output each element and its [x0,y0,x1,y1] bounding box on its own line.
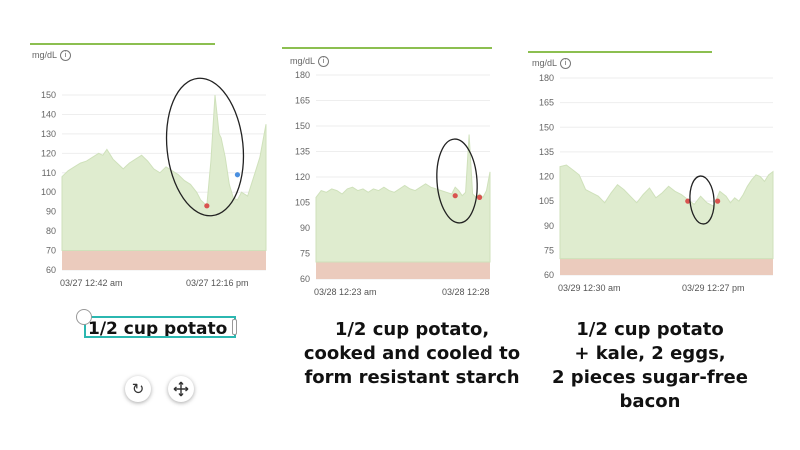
rotate-icon: ↻ [131,381,145,398]
y-tick-label: 165 [295,96,310,106]
info-icon[interactable]: i [318,56,330,68]
y-tick-label: 150 [539,122,554,132]
y-tick-label: 60 [300,274,310,284]
caption-3: 1/2 cup potato + kale, 2 eggs, 2 pieces … [552,319,748,412]
chart-panel-1: 60 70 80 90 100 110 120 130 140 150 03/27 12:42 am… [30,40,270,290]
glucose-chart-1: 60 70 80 90 100 110 120 130 140 150 03/27 12:42 am… [30,43,267,288]
move-button[interactable] [168,376,194,402]
event-marker [685,198,691,204]
x-end-label: 03/28 12:28 [442,287,490,297]
y-tick-label: 80 [46,226,56,236]
hand-drawn-ellipse [165,77,245,217]
x-end-label: 03/27 12:16 pm [186,278,249,288]
event-marker [234,172,241,178]
y-tick-label: 90 [46,207,56,217]
text-box-rotate-handle[interactable] [76,309,92,325]
event-marker [452,193,458,199]
hand-drawn-ellipse [436,138,478,224]
low-range-band [560,258,773,275]
rotate-button[interactable]: ↻ [125,376,151,402]
range-bar [30,43,215,45]
x-end-label: 03/29 12:27 pm [682,283,745,293]
y-tick-label: 110 [42,168,56,178]
low-range-band [62,250,266,270]
y-tick-label: 90 [300,223,310,233]
y-tick-label: 120 [539,172,554,182]
y-tick-label: 180 [539,73,554,83]
y-tick-label: 180 [295,70,310,80]
y-tick-label: 100 [41,187,56,197]
y-tick-label: 75 [544,245,554,255]
move-icon [173,381,189,397]
range-bar [282,47,492,49]
glucose-area [315,134,491,263]
text-box-resize-handle[interactable] [232,319,237,335]
event-marker [476,194,483,200]
unit-label: mg/dL [532,58,558,68]
range-bar [528,51,712,53]
y-tick-label: 135 [295,147,310,157]
glucose-chart-3: 60 75 90 105 120 135 150 165 180 03/29 12:30 am 03… [528,51,774,293]
x-start-label: 03/28 12:23 am [314,287,377,297]
caption-2: 1/2 cup potato, cooked and cooled to for… [303,319,521,388]
caption-text-box-1[interactable]: 1/2 cup potato [84,316,236,338]
info-icon[interactable]: i [560,58,572,70]
y-tick-label: 75 [300,249,310,259]
chart-panel-3: 60 75 90 105 120 135 150 165 180 03/29 12:30 am 03… [528,48,775,298]
event-marker [204,203,210,209]
chart-panel-2: 60 75 90 105 120 135 150 165 180 03/28 12:23 am 03… [282,44,492,300]
glucose-area [61,94,267,252]
event-marker [715,198,721,204]
unit-label: mg/dL [32,50,58,60]
y-tick-label: 60 [544,270,554,280]
y-tick-label: 135 [539,147,554,157]
y-tick-label: 60 [46,265,56,275]
y-tick-label: 90 [544,221,554,231]
y-tick-label: 140 [41,109,56,119]
glucose-area [559,164,774,260]
y-tick-label: 70 [46,246,56,256]
hand-drawn-ellipse [689,175,715,225]
y-tick-label: 150 [295,121,310,131]
x-start-label: 03/29 12:30 am [558,283,621,293]
y-tick-label: 165 [539,98,554,108]
low-range-band [316,262,490,279]
glucose-chart-2: 60 75 90 105 120 135 150 165 180 03/28 12:23 am 03… [282,47,492,297]
y-tick-label: 105 [295,198,310,208]
x-start-label: 03/27 12:42 am [60,278,123,288]
y-tick-label: 105 [539,196,554,206]
y-tick-label: 150 [41,90,56,100]
info-icon[interactable]: i [60,50,72,62]
y-tick-label: 130 [41,129,56,139]
y-tick-label: 120 [41,148,56,158]
y-tick-label: 120 [295,172,310,182]
unit-label: mg/dL [290,56,316,66]
